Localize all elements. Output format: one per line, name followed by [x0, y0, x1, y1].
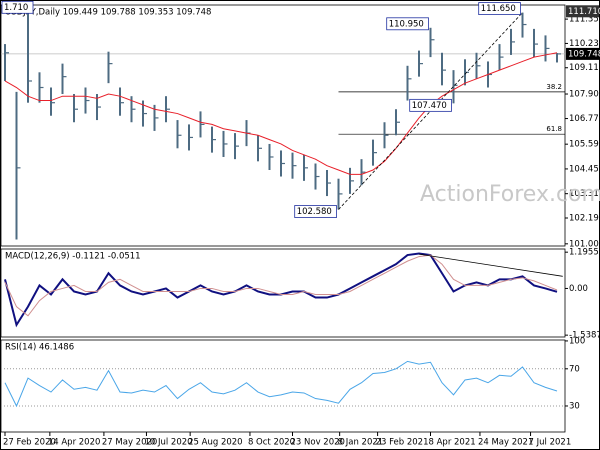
price-label: 102.580	[297, 207, 332, 217]
price-label: 1.710	[4, 3, 28, 13]
y-tick-label: 104.450	[569, 164, 600, 174]
panel-title: USDJPY,Daily 109.449 109.788 109.353 109…	[5, 8, 211, 18]
y-tick-label: -1.5387	[569, 331, 600, 341]
x-tick-label: 14 Apr 2020	[48, 438, 101, 448]
price-label-box	[294, 205, 337, 218]
y-tick-label: 1.1955	[569, 248, 599, 258]
x-tick-label: 8 Jan 2021	[338, 438, 384, 448]
price-label-box	[478, 2, 521, 15]
watermark: ActionForex.com	[420, 182, 600, 207]
price-label: 110.950	[389, 19, 424, 29]
x-tick-label: 27 Feb 2020	[3, 438, 56, 448]
x-tick-label: 25 Aug 2020	[188, 438, 242, 448]
trendline	[418, 253, 563, 277]
y-tick-label: 70	[569, 364, 580, 374]
price-label-box	[386, 17, 429, 31]
y-tick-label: 0.00	[569, 284, 588, 294]
panel-title: MACD(12,26,9) -0.1121 -0.0511	[5, 252, 141, 262]
y-tick-label: 105.590	[569, 140, 600, 150]
panel-title: RSI(14) 46.1486	[5, 343, 74, 353]
indicator-line	[4, 254, 558, 317]
axis-marker-box	[566, 47, 599, 60]
x-tick-label: 23 Nov 2020	[291, 438, 345, 448]
x-tick-label: 10 Jul 2020	[144, 438, 192, 448]
y-tick-label: 106.770	[569, 114, 600, 124]
x-tick-label: 24 May 2021	[478, 438, 533, 448]
axis-marker-label: 109.748	[568, 49, 600, 59]
indicator-line	[4, 360, 558, 408]
axis-marker-label: 111.710	[568, 7, 600, 17]
y-tick-label: 109.110	[569, 63, 600, 73]
axis-marker-box	[566, 5, 599, 18]
price-label: 111.650	[481, 4, 516, 14]
y-tick-label: 102.190	[569, 213, 600, 223]
fib-label: 61.8	[546, 125, 562, 133]
fib-label: 38.2	[546, 83, 562, 91]
y-tick-label: 103.310	[569, 189, 600, 199]
panel	[0, 339, 566, 433]
x-tick-label: 8 Oct 2020	[248, 438, 295, 448]
x-tick-label: 8 Apr 2021	[429, 438, 476, 448]
y-tick-label: 100	[569, 336, 585, 346]
y-tick-label: 111.350	[569, 15, 600, 25]
price-label: 107.470	[412, 101, 447, 111]
x-tick-label: 7 Jul 2021	[529, 438, 572, 448]
panel	[0, 4, 566, 247]
price-label-box	[1, 0, 34, 14]
y-tick-label: 107.900	[569, 90, 600, 100]
y-tick-label: 110.230	[569, 39, 600, 49]
price-label-box	[409, 98, 452, 112]
y-tick-label: 30	[569, 401, 580, 411]
x-tick-label: 27 May 2020	[102, 438, 157, 448]
moving-average	[4, 52, 558, 175]
panel	[0, 248, 566, 338]
y-tick-label: 101.000	[569, 239, 600, 249]
x-tick-label: 23 Feb 2021	[376, 438, 429, 448]
